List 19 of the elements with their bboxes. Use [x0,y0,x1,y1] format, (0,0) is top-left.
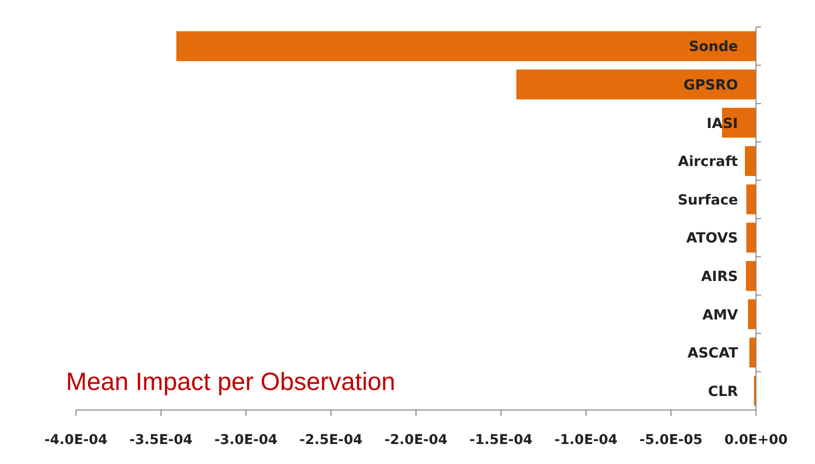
x-tick-label: -4.0E-04 [44,432,108,448]
y-tick-label: AMV [702,307,738,324]
annotation: Mean Impact per Observation [66,368,396,396]
y-tick-label: ASCAT [688,346,738,362]
x-tick-label: -5.0E-05 [639,432,703,448]
x-tick-label: -2.0E-04 [384,432,448,448]
x-tick-label: -1.0E-04 [554,432,618,448]
y-tick-label: CLR [708,384,738,400]
y-tick-label: Sonde [688,39,738,56]
y-tick-label: ATOVS [686,230,738,247]
x-tick-label: 0.0E+00 [724,432,788,448]
y-tick-label: GPSRO [683,77,738,94]
x-tick-label: -2.5E-04 [299,432,363,448]
y-tick-label: Surface [678,192,738,208]
x-tick-label: -3.0E-04 [214,432,278,448]
y-tick-label: Aircraft [678,154,738,170]
y-tick-label: AIRS [701,268,738,285]
x-tick-label: -3.5E-04 [129,432,193,448]
x-tick-label: -1.5E-04 [469,432,533,448]
